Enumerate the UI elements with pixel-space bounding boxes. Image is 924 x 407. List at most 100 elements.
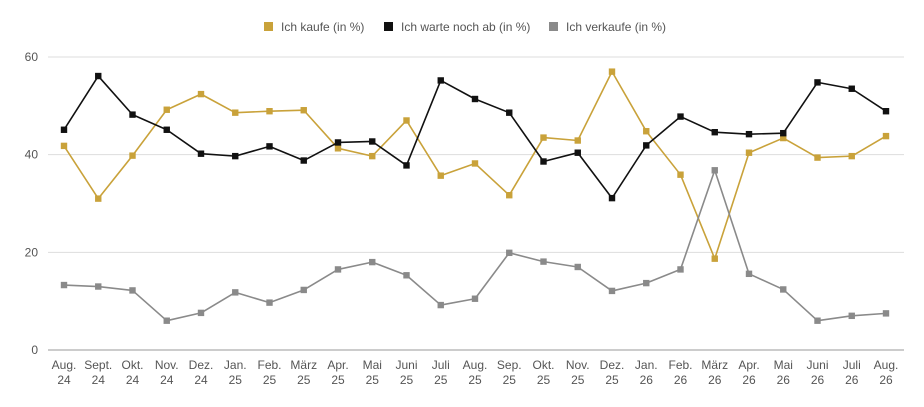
data-point-ich-verkaufe-15 — [574, 263, 581, 271]
data-point-ich-verkaufe-3 — [163, 317, 170, 324]
data-point-ich-warte-noch-ab-13 — [506, 109, 513, 116]
data-point-ich-kaufe-24 — [882, 132, 890, 140]
data-point-ich-warte-noch-ab-3 — [163, 126, 170, 133]
y-tick-label-20: 20 — [25, 245, 39, 259]
data-point-ich-warte-noch-ab-15 — [574, 149, 581, 156]
data-point-ich-kaufe-1 — [95, 195, 102, 202]
data-point-ich-kaufe-21 — [780, 134, 787, 142]
data-point-ich-verkaufe-5 — [232, 289, 239, 296]
data-point-ich-kaufe-20 — [745, 149, 753, 156]
data-point-ich-verkaufe-10 — [403, 272, 410, 279]
y-tick-label-60: 60 — [25, 50, 39, 64]
data-point-ich-warte-noch-ab-10 — [403, 162, 410, 169]
x-tick-label-11: Juli 25 — [432, 358, 450, 387]
data-point-ich-warte-noch-ab-8 — [334, 139, 342, 146]
data-point-ich-verkaufe-12 — [471, 295, 479, 302]
data-point-ich-verkaufe-4 — [197, 309, 205, 317]
data-point-ich-warte-noch-ab-1 — [95, 72, 102, 80]
data-point-ich-verkaufe-24 — [882, 310, 890, 317]
data-point-ich-warte-noch-ab-2 — [129, 111, 136, 118]
x-tick-label-1: Sept. 24 — [84, 358, 112, 387]
data-point-ich-warte-noch-ab-20 — [745, 130, 753, 138]
data-point-ich-warte-noch-ab-4 — [197, 150, 205, 157]
x-tick-label-22: Juni 26 — [806, 358, 828, 387]
data-point-ich-verkaufe-11 — [437, 301, 444, 309]
legend-label-ich-verkaufe: Ich verkaufe (in %) — [566, 20, 666, 34]
x-tick-label-23: Juli 26 — [843, 358, 861, 387]
data-point-ich-warte-noch-ab-19 — [711, 129, 718, 136]
data-point-ich-kaufe-9 — [369, 152, 376, 160]
data-point-ich-verkaufe-23 — [848, 312, 855, 320]
data-point-ich-verkaufe-1 — [95, 283, 102, 290]
data-point-ich-warte-noch-ab-24 — [882, 108, 890, 115]
data-point-ich-kaufe-3 — [163, 106, 170, 113]
x-tick-label-0: Aug. 24 — [52, 358, 77, 387]
data-point-ich-verkaufe-14 — [540, 258, 547, 265]
x-tick-label-18: Feb. 26 — [668, 358, 692, 387]
data-point-ich-verkaufe-21 — [780, 286, 787, 293]
x-tick-label-10: Juni 25 — [395, 358, 417, 387]
data-point-ich-kaufe-23 — [848, 152, 855, 160]
legend-label-ich-warte-noch-ab: Ich warte noch ab (in %) — [401, 20, 530, 34]
legend-swatch-ich-verkaufe — [549, 22, 558, 31]
data-point-ich-kaufe-7 — [300, 107, 307, 114]
series-ich-verkaufe — [60, 167, 890, 324]
grid — [48, 56, 904, 351]
data-point-ich-kaufe-11 — [437, 172, 444, 179]
x-tick-label-4: Dez. 24 — [189, 358, 214, 387]
x-tick-label-16: Dez. 25 — [600, 358, 625, 387]
data-point-ich-warte-noch-ab-7 — [300, 157, 307, 164]
data-point-ich-warte-noch-ab-16 — [608, 194, 616, 202]
data-point-ich-kaufe-19 — [711, 255, 718, 262]
legend-swatch-ich-kaufe — [264, 22, 273, 31]
data-point-ich-verkaufe-0 — [60, 281, 68, 289]
x-tick-label-9: Mai 25 — [363, 358, 382, 387]
x-tick-label-7: März 25 — [290, 358, 317, 387]
data-point-ich-warte-noch-ab-21 — [780, 129, 787, 137]
x-tick-label-2: Okt. 24 — [121, 358, 143, 387]
x-tick-label-24: Aug. 26 — [874, 358, 899, 387]
series-ich-warte-noch-ab — [60, 72, 890, 202]
data-point-ich-verkaufe-9 — [369, 258, 376, 266]
data-point-ich-warte-noch-ab-23 — [848, 85, 855, 92]
data-point-ich-warte-noch-ab-11 — [437, 77, 444, 84]
data-point-ich-kaufe-2 — [129, 152, 136, 159]
data-point-ich-kaufe-13 — [506, 192, 513, 199]
y-axis-ticks: 0 20 40 60 — [25, 50, 39, 357]
data-point-ich-verkaufe-7 — [300, 286, 307, 294]
data-point-ich-verkaufe-8 — [334, 266, 342, 273]
data-point-ich-warte-noch-ab-12 — [471, 95, 479, 103]
data-point-ich-verkaufe-19 — [711, 167, 718, 174]
legend-swatch-ich-warte-noch-ab — [384, 22, 393, 31]
data-point-ich-kaufe-22 — [814, 154, 821, 161]
data-point-ich-warte-noch-ab-9 — [369, 138, 376, 145]
series-layer — [60, 68, 890, 324]
data-point-ich-verkaufe-6 — [266, 299, 273, 306]
data-point-ich-warte-noch-ab-0 — [60, 126, 68, 133]
data-point-ich-warte-noch-ab-5 — [232, 152, 239, 160]
data-point-ich-verkaufe-22 — [814, 317, 821, 324]
data-point-ich-kaufe-5 — [232, 109, 239, 116]
data-point-ich-verkaufe-2 — [129, 287, 136, 294]
data-point-ich-kaufe-4 — [197, 90, 205, 98]
data-point-ich-verkaufe-17 — [643, 279, 650, 287]
x-tick-label-15: Nov. 25 — [566, 358, 590, 387]
data-point-ich-kaufe-8 — [334, 145, 342, 152]
data-point-ich-verkaufe-16 — [608, 287, 616, 295]
x-tick-label-20: Apr. 26 — [738, 358, 759, 387]
x-tick-label-6: Feb. 25 — [257, 358, 281, 387]
data-point-ich-kaufe-0 — [60, 142, 68, 150]
legend-label-ich-kaufe: Ich kaufe (in %) — [281, 20, 364, 34]
data-point-ich-warte-noch-ab-17 — [643, 142, 650, 149]
data-point-ich-warte-noch-ab-22 — [814, 79, 821, 86]
data-point-ich-kaufe-15 — [574, 137, 581, 144]
x-tick-label-14: Okt. 25 — [532, 358, 554, 387]
x-axis-ticks: Aug. 24 Sept. 24 Okt. 24 Nov. 24 Dez. 24 Jan. 25 Feb… — [52, 358, 899, 387]
y-tick-label-0: 0 — [31, 343, 38, 357]
data-point-ich-verkaufe-18 — [677, 266, 684, 273]
x-tick-label-13: Sep. 25 — [497, 358, 522, 387]
data-point-ich-verkaufe-13 — [506, 249, 513, 257]
x-tick-label-3: Nov. 24 — [155, 358, 179, 387]
